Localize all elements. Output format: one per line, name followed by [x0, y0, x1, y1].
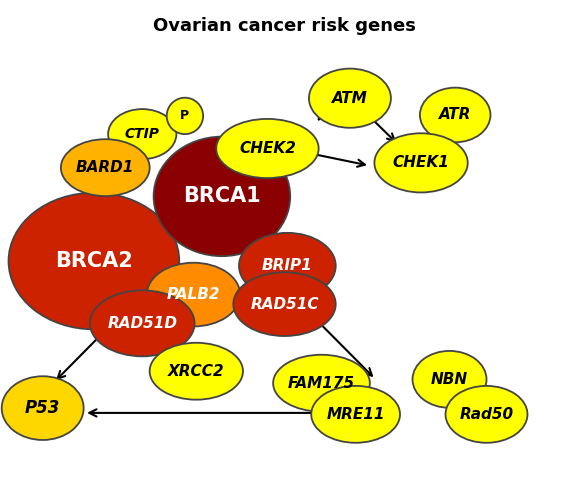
- Ellipse shape: [147, 262, 240, 327]
- Ellipse shape: [9, 193, 179, 330]
- Ellipse shape: [413, 351, 486, 408]
- Text: MRE11: MRE11: [327, 407, 385, 422]
- Ellipse shape: [233, 272, 336, 336]
- Ellipse shape: [309, 68, 391, 128]
- Text: FAM175: FAM175: [288, 376, 355, 391]
- Text: CHEK1: CHEK1: [393, 155, 450, 171]
- Ellipse shape: [150, 343, 243, 399]
- Text: RAD51C: RAD51C: [250, 297, 319, 312]
- Text: NBN: NBN: [431, 372, 468, 387]
- Ellipse shape: [108, 109, 176, 159]
- Text: BRCA1: BRCA1: [183, 186, 261, 206]
- Text: Rad50: Rad50: [459, 407, 514, 422]
- Ellipse shape: [2, 376, 84, 440]
- Text: XRCC2: XRCC2: [168, 364, 225, 379]
- Ellipse shape: [446, 386, 527, 443]
- Text: ATR: ATR: [439, 107, 471, 123]
- Text: P: P: [180, 109, 189, 123]
- Ellipse shape: [90, 290, 195, 356]
- Ellipse shape: [167, 98, 203, 134]
- Ellipse shape: [273, 355, 370, 411]
- Text: CHEK2: CHEK2: [239, 141, 296, 156]
- Ellipse shape: [239, 233, 336, 299]
- Text: ATM: ATM: [332, 91, 368, 106]
- Text: Ovarian cancer risk genes: Ovarian cancer risk genes: [153, 17, 416, 35]
- Text: BARD1: BARD1: [76, 160, 134, 175]
- Ellipse shape: [374, 133, 468, 193]
- Text: PALB2: PALB2: [167, 287, 220, 302]
- Text: RAD51D: RAD51D: [107, 316, 178, 331]
- Ellipse shape: [154, 137, 290, 256]
- Ellipse shape: [420, 88, 490, 142]
- Text: CTIP: CTIP: [125, 127, 160, 141]
- Ellipse shape: [216, 119, 319, 178]
- Ellipse shape: [61, 139, 150, 196]
- Ellipse shape: [311, 386, 400, 443]
- Text: BRCA2: BRCA2: [55, 251, 133, 271]
- Text: P53: P53: [25, 399, 60, 417]
- Text: BRIP1: BRIP1: [262, 258, 313, 274]
